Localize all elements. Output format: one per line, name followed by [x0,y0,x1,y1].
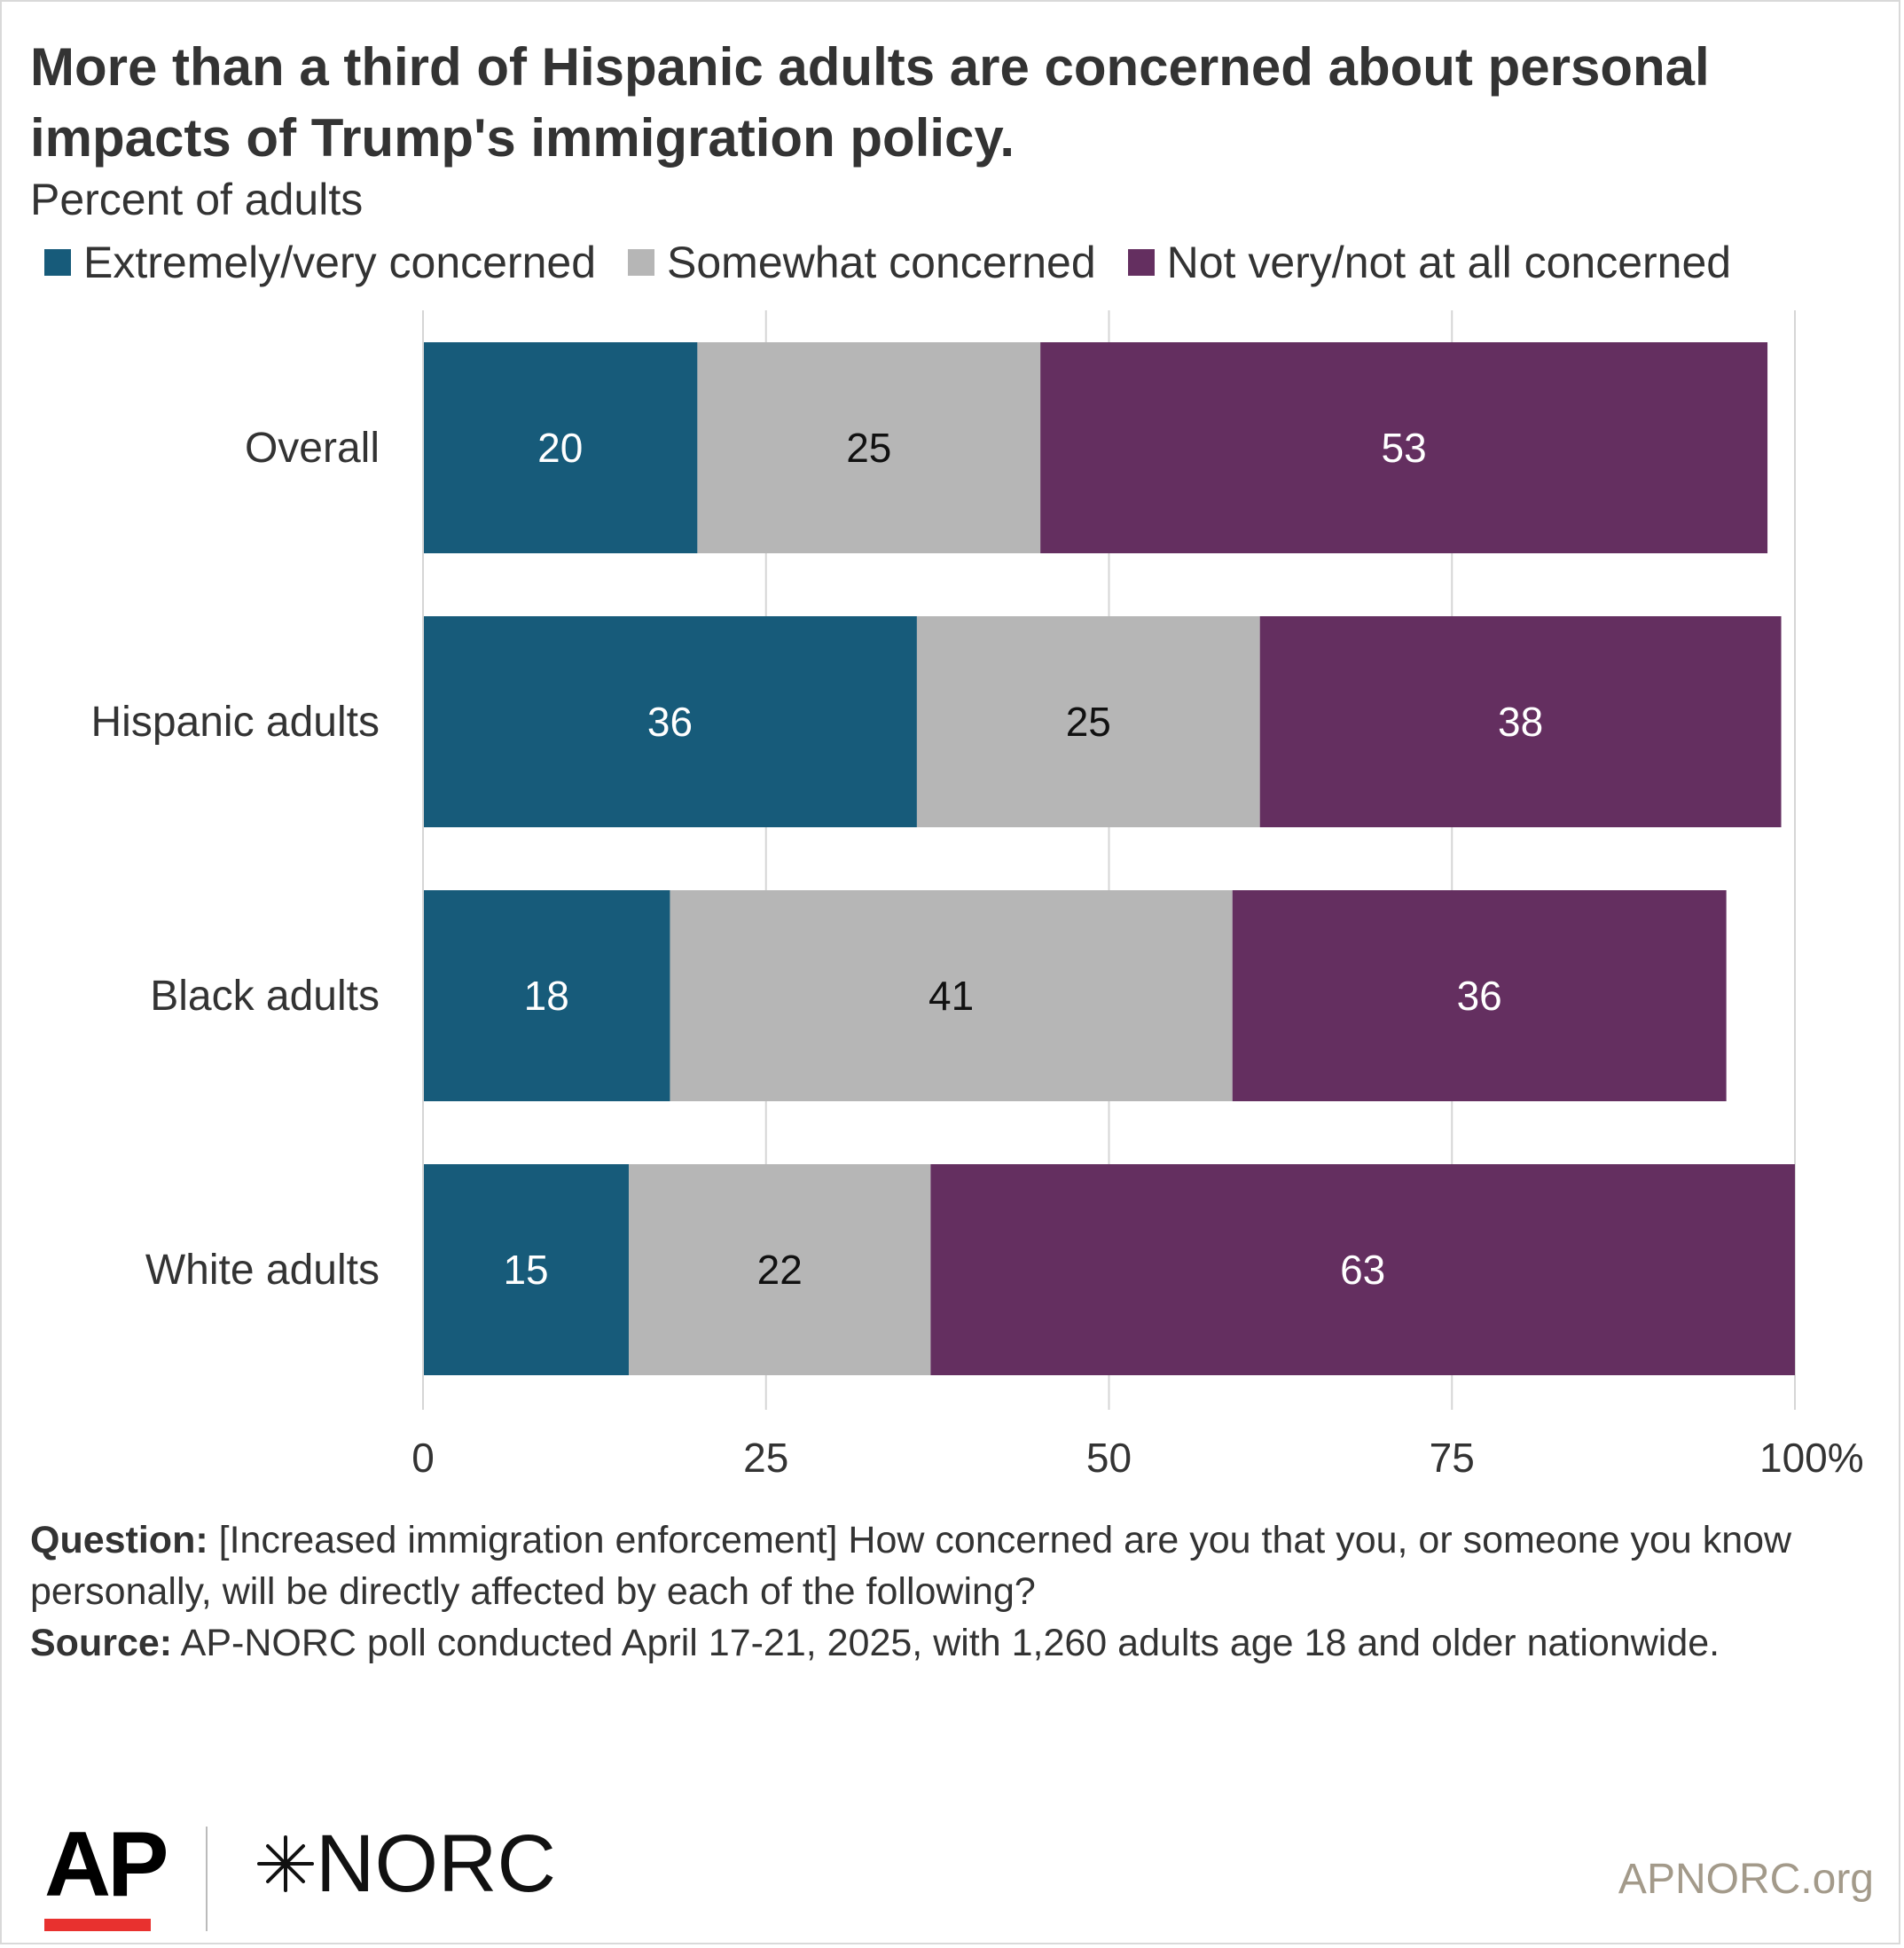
bar-segment [930,1164,1795,1375]
data-label: 36 [647,699,693,745]
category-label: Overall [245,425,380,472]
question-label: Question: [30,1519,208,1561]
source-credit: APNORC.org [1618,1856,1874,1903]
bar-segment [423,890,670,1101]
norc-logo: NORC [255,1819,556,1908]
source-note: Source: AP-NORC poll conducted April 17-… [30,1617,1875,1669]
source-label: Source: [30,1622,173,1664]
bar-segment [629,1164,931,1375]
legend-item-not-very: Not very/not at all concerned [1127,237,1732,288]
ap-logo-underline [44,1919,151,1931]
data-label: 20 [537,425,583,471]
legend-label-somewhat: Somewhat concerned [667,238,1096,287]
data-label: 53 [1382,425,1427,471]
x-tick-label-50: 50 [1086,1435,1132,1481]
bar-segment [916,616,1260,827]
bar-segment [1040,342,1768,553]
bar-segment [1259,616,1782,827]
ap-logo: AP [44,1813,168,1916]
legend-swatch-not-very [1127,249,1155,276]
stacked-bar-chart: 0 25 50 75 100% Overall 20 25 53 Hispanic adults 3… [91,310,1864,1481]
question-text: [Increased immigration enforcement] How … [30,1519,1792,1613]
legend: Extremely/very concerned Somewhat concer… [44,236,1763,289]
source-text: AP-NORC poll conducted April 17-21, 2025… [172,1622,1720,1664]
bar-segment [697,342,1041,553]
norc-logo-text: NORC [316,1819,556,1909]
legend-item-extremely-very: Extremely/very concerned [44,237,596,288]
bar-segment [1232,890,1727,1101]
data-label: 38 [1498,699,1543,745]
category-label: Black adults [150,973,380,1020]
category-label: White adults [145,1247,380,1294]
legend-swatch-extremely-very [44,249,71,276]
data-label: 41 [928,973,974,1019]
bar-segment [423,342,698,553]
x-tick-label-100: 100% [1759,1435,1864,1481]
legend-swatch-somewhat [628,249,655,276]
x-tick-label-25: 25 [743,1435,788,1481]
logo-divider [206,1827,208,1931]
legend-label-not-very: Not very/not at all concerned [1166,238,1732,287]
bar-segment [670,890,1233,1101]
footnote: Question: [Increased immigration enforce… [30,1514,1875,1669]
chart-title: More than a third of Hispanic adults are… [30,37,1710,168]
x-tick-label-0: 0 [411,1435,435,1481]
data-label: 18 [524,973,569,1019]
bar-segment [423,1164,630,1375]
data-label: 25 [1066,699,1111,745]
star-burst-icon [257,1835,314,1892]
data-label: 36 [1457,973,1502,1019]
data-label: 15 [503,1247,548,1293]
question-note: Question: [Increased immigration enforce… [30,1514,1875,1617]
legend-item-somewhat: Somewhat concerned [628,237,1096,288]
data-label: 63 [1340,1247,1385,1293]
category-label: Hispanic adults [91,699,380,746]
x-tick-label-75: 75 [1430,1435,1475,1481]
chart-subtitle: Percent of adults [30,175,364,224]
legend-label-extremely-very: Extremely/very concerned [83,238,597,287]
bar-segment [423,616,917,827]
data-label: 22 [757,1247,803,1293]
data-label: 25 [846,425,891,471]
